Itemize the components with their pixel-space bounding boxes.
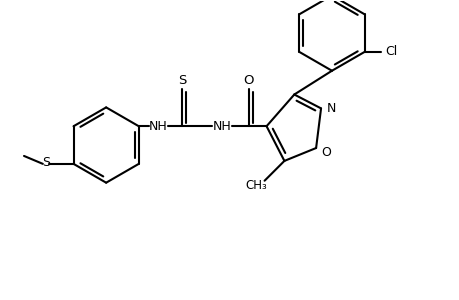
Text: O: O xyxy=(243,74,253,87)
Text: NH: NH xyxy=(149,120,168,133)
Text: S: S xyxy=(178,74,186,87)
Text: S: S xyxy=(42,156,50,170)
Text: O: O xyxy=(320,146,330,160)
Text: N: N xyxy=(325,102,335,115)
Text: NH: NH xyxy=(212,120,231,133)
Text: Cl: Cl xyxy=(384,45,397,58)
Text: CH₃: CH₃ xyxy=(245,179,267,192)
